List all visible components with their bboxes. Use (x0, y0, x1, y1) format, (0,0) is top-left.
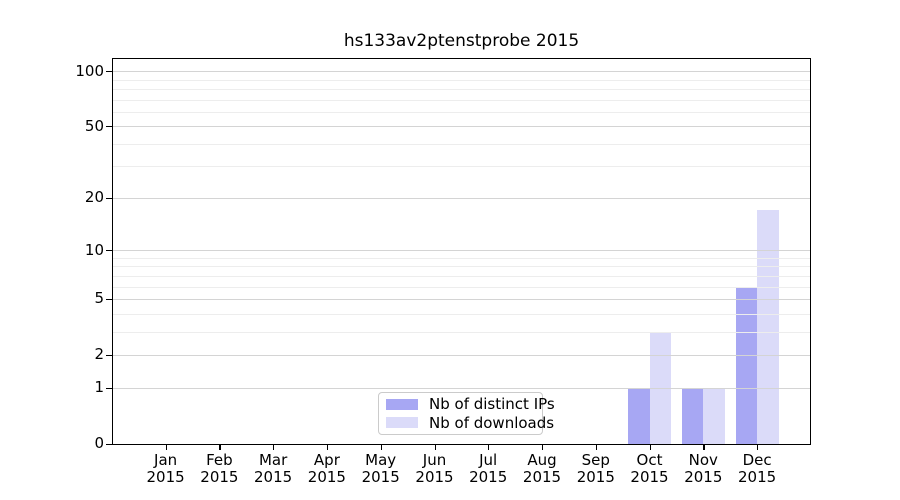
gridline-major (113, 354, 810, 356)
chart-title: hs133av2ptenstprobe 2015 (343, 31, 580, 51)
x-axis-tick-label: Aug 2015 (522, 451, 562, 486)
gridline-minor (113, 111, 810, 113)
x-axis-tick-label: Oct 2015 (630, 451, 669, 486)
y-axis-tick-label: 2 (94, 345, 104, 364)
bar-downloads (757, 210, 779, 444)
y-axis-tick (106, 71, 112, 73)
x-axis-tick (595, 444, 598, 450)
gridline-major (113, 197, 810, 199)
legend-item-distinct-ips: Nb of distinct IPs (379, 395, 555, 413)
x-axis-tick (165, 444, 167, 450)
gridline-major (113, 298, 810, 300)
gridline-minor (113, 143, 810, 145)
x-axis-tick-label: Jul 2015 (469, 451, 508, 486)
bar-distinct-ips (681, 387, 704, 444)
x-axis-tick-label: May 2015 (361, 451, 400, 486)
x-axis-tick (703, 444, 705, 450)
x-axis-tick (326, 444, 329, 450)
y-axis-tick (106, 298, 112, 301)
legend-swatch-distinct-ips (386, 398, 418, 410)
plot-area (112, 58, 811, 445)
gridline-minor (113, 99, 810, 101)
gridline-major (113, 250, 810, 251)
legend-item-downloads: Nb of downloads (379, 414, 554, 432)
x-axis-tick (434, 444, 436, 450)
gridline-minor (113, 166, 810, 168)
y-axis-tick-label: 50 (84, 116, 104, 135)
legend: Nb of distinct IPs Nb of downloads (378, 392, 555, 435)
x-axis-tick-label: Nov 2015 (684, 451, 723, 486)
x-axis-tick (380, 444, 382, 450)
x-axis-tick (488, 444, 490, 450)
legend-label-downloads: Nb of downloads (429, 413, 555, 432)
y-axis-tick (106, 250, 112, 252)
gridline-major (113, 387, 810, 389)
x-axis-tick (757, 444, 759, 450)
y-axis-tick-label: 1 (94, 378, 104, 397)
gridline-major (113, 126, 810, 128)
y-axis-tick-label: 20 (84, 188, 104, 207)
x-axis-tick-label: Sep 2015 (576, 451, 615, 486)
y-axis-tick (106, 443, 112, 445)
x-axis-tick-label: Apr 2015 (307, 451, 346, 486)
gridline-minor (113, 88, 810, 90)
gridline-minor (113, 275, 810, 277)
y-axis-tick (106, 197, 112, 200)
y-axis-tick-label: 0 (94, 434, 104, 452)
gridline-minor (113, 257, 810, 259)
bar-downloads (703, 387, 725, 444)
x-axis-tick (542, 444, 544, 450)
y-axis-tick-label: 10 (84, 240, 104, 259)
bar-distinct-ips (628, 387, 650, 444)
y-axis-tick-label: 5 (94, 289, 104, 308)
y-axis-tick (106, 387, 112, 389)
x-axis-tick-label: Jun 2015 (415, 451, 454, 486)
x-axis-tick-label: Jan 2015 (146, 451, 185, 486)
gridline-minor (113, 286, 810, 288)
legend-swatch-downloads (386, 417, 418, 429)
gridline-minor (113, 313, 810, 315)
gridline-major (113, 71, 810, 73)
legend-label-distinct-ips: Nb of distinct IPs (429, 395, 555, 414)
x-axis-tick (649, 444, 651, 450)
x-axis-tick-label: Feb 2015 (200, 451, 239, 486)
y-axis-tick (106, 126, 112, 128)
y-axis-tick (106, 354, 112, 357)
bar-distinct-ips (735, 286, 758, 444)
x-axis-tick-label: Dec 2015 (738, 451, 777, 486)
gridline-minor (113, 331, 810, 333)
x-axis-tick (219, 444, 221, 450)
x-axis-tick (273, 444, 275, 450)
gridline-minor (113, 266, 810, 268)
x-axis-tick-label: Mar 2015 (254, 451, 293, 486)
y-axis-tick-label: 100 (75, 61, 104, 80)
gridline-minor (113, 79, 810, 81)
